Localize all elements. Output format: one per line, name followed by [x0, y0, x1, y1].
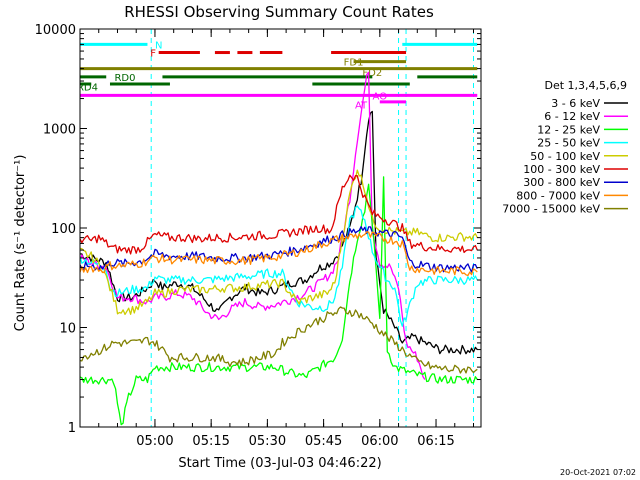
y-tick-label-2: 100 [51, 222, 76, 237]
timestamp: 20-Oct-2021 07:02 [560, 468, 636, 477]
legend-label-0: 3 - 6 keV [551, 97, 600, 110]
x-tick-label-0: 05:00 [136, 434, 173, 449]
series-line-3 [80, 205, 478, 327]
series-line-1 [80, 71, 426, 380]
x-tick-label-5: 06:15 [417, 434, 454, 449]
legend-label-8: 7000 - 15000 keV [502, 203, 600, 216]
y-axis-label: Count Rate (s⁻¹ detector⁻¹) [13, 155, 28, 332]
x-axis-label: Start Time (03-Jul-03 04:46:22) [178, 456, 381, 471]
legend-title: Det 1,3,4,5,6,9 [544, 79, 627, 92]
series-line-2 [80, 176, 478, 426]
y-tick-label-1: 10 [59, 322, 76, 337]
y-tick-label-3: 1000 [43, 123, 76, 138]
y-tick-label-0: 1 [68, 421, 76, 436]
series-line-5 [80, 174, 478, 255]
legend-label-2: 12 - 25 keV [537, 123, 600, 136]
legend-label-1: 6 - 12 keV [544, 110, 600, 123]
legend-label-7: 800 - 7000 keV [516, 189, 600, 202]
x-tick-label-1: 05:15 [192, 434, 229, 449]
y-tick-label-4: 10000 [35, 23, 76, 38]
series-line-8 [80, 306, 478, 374]
flag-label-rd0: RD0 [114, 73, 135, 84]
x-tick-label-2: 05:30 [249, 434, 286, 449]
flag-label-f: F [150, 49, 156, 60]
legend-label-4: 50 - 100 keV [530, 150, 600, 163]
chart-title: RHESSI Observing Summary Count Rates [124, 3, 434, 21]
flag-label-ao: AO [373, 91, 388, 102]
flag-label-fd1: FD1 [344, 58, 364, 69]
x-tick-label-3: 05:45 [305, 434, 342, 449]
series-line-7 [80, 231, 478, 277]
legend-label-6: 300 - 800 keV [523, 176, 600, 189]
legend-label-3: 25 - 50 keV [537, 137, 600, 150]
flag-label-rd4: RD4 [77, 82, 98, 93]
flag-label-n: N [155, 40, 162, 51]
flag-label-fd2: FD2 [362, 68, 382, 79]
x-tick-label-4: 06:00 [361, 434, 398, 449]
flag-label-at: AT [355, 100, 368, 111]
series-line-4 [80, 169, 478, 316]
legend-label-5: 100 - 300 keV [523, 163, 600, 176]
